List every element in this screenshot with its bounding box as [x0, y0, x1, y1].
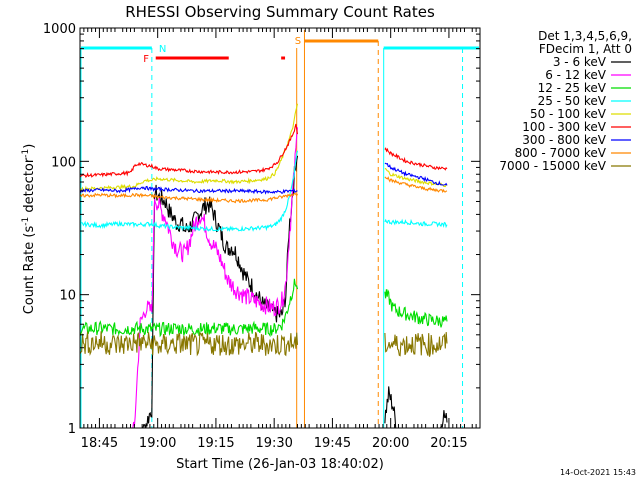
legend: Det 1,3,4,5,6,9, FDecim 1, Att 0 3 - 6 k…: [499, 29, 632, 173]
y-tick-label: 10: [59, 289, 76, 304]
legend-header-detectors: Det 1,3,4,5,6,9,: [538, 29, 632, 43]
series-line: [79, 150, 299, 232]
y-axis-label-sup2: -1: [21, 149, 31, 158]
y-axis-label-end: ): [22, 144, 37, 149]
y-axis-label-sup1: -1: [21, 217, 31, 226]
legend-entry-label: 7000 - 15000 keV: [499, 159, 606, 173]
tick-layer: 1 10 100 1000 18:45 19:00 19:15 19:30 19:45 20:00…: [43, 22, 481, 451]
legend-entry-label: 6 - 12 keV: [545, 68, 607, 82]
x-axis-label: Start Time (26-Jan-03 18:40:02): [176, 457, 384, 472]
y-axis-label-mid: detector: [22, 157, 37, 217]
series-layer: [79, 103, 448, 429]
series-line: [79, 192, 298, 204]
legend-entry-label: 25 - 50 keV: [538, 94, 607, 108]
flare-marker-label: F: [143, 54, 149, 65]
x-tick-label: 20:00: [372, 436, 409, 451]
series-line: [384, 288, 448, 328]
x-tick-label: 20:15: [430, 436, 467, 451]
saa-marker-label: S: [295, 36, 301, 47]
x-tick-label: 18:45: [81, 436, 118, 451]
series-line: [79, 123, 299, 179]
y-axis-label: Count Rate (s-1 detector-1): [21, 144, 37, 315]
series-line: [79, 185, 298, 195]
legend-entry-label: 3 - 6 keV: [553, 55, 607, 69]
night-marker-label: N: [159, 44, 166, 55]
series-line: [384, 386, 397, 429]
chart-title: RHESSI Observing Summary Count Rates: [125, 3, 435, 21]
series-300-800keV-keV: [79, 162, 448, 195]
series-line: [79, 331, 299, 357]
series-800-7000keV-keV: [79, 176, 448, 204]
series-line: [384, 332, 448, 357]
legend-header-fdecim: FDecim 1, Att 0: [539, 42, 632, 56]
x-tick-label: 19:00: [139, 436, 176, 451]
series-100-300keV-keV: [79, 123, 448, 179]
legend-entry-label: 100 - 300 keV: [522, 120, 606, 134]
y-axis-label-main: Count Rate (s: [22, 226, 37, 315]
series-line: [384, 162, 448, 186]
x-tick-label: 19:30: [255, 436, 292, 451]
series-line: [79, 278, 299, 338]
series-7000-15000keV-keV: [79, 331, 448, 357]
legend-entry-label: 800 - 7000 keV: [515, 146, 607, 160]
x-tick-label: 19:15: [197, 436, 234, 451]
legend-entry-label: 300 - 800 keV: [522, 133, 606, 147]
annotation-layer: NF S: [80, 30, 479, 428]
series-line: [384, 218, 448, 229]
x-tick-label: 19:45: [314, 436, 351, 451]
series-line: [384, 147, 448, 171]
series-12-25keV-keV: [79, 278, 448, 338]
y-tick-label: 100: [51, 155, 76, 170]
legend-entry-label: 12 - 25 keV: [538, 81, 607, 95]
y-tick-label: 1000: [43, 22, 76, 37]
footer-timestamp: 14-Oct-2021 15:43: [560, 468, 636, 477]
legend-entry-label: 50 - 100 keV: [530, 107, 607, 121]
series-line: [384, 176, 448, 194]
y-tick-label: 1: [68, 422, 76, 437]
series-25-50keV-keV: [79, 150, 448, 232]
series-line: [79, 103, 299, 192]
plot-frame: [79, 27, 481, 429]
